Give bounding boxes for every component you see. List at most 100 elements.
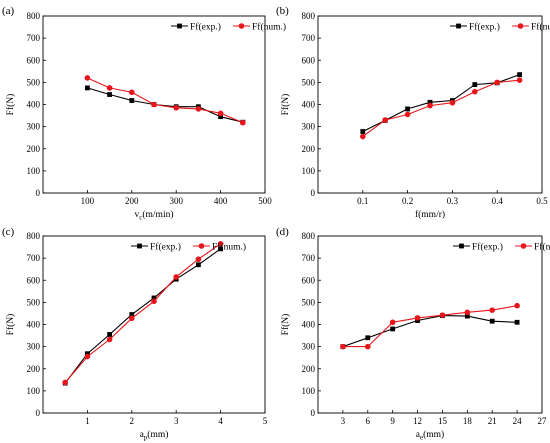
x-tick-label: 4: [218, 416, 223, 426]
legend-marker: [238, 23, 245, 29]
data-point-exp: [464, 313, 470, 319]
data-point-exp: [472, 82, 478, 87]
chart-panel-c: (c) 0 100 200 300 400 500 600 700 800 1 2 3 4 5 Ff(N) ap…: [2, 226, 268, 442]
x-tick-label: 24: [513, 416, 523, 426]
y-tick-label: 200: [27, 364, 41, 374]
plot-frame: [42, 235, 266, 414]
y-tick-label: 300: [302, 122, 316, 132]
x-axis-title-subscript: e: [420, 434, 423, 442]
data-point-exp: [365, 335, 371, 341]
x-axis-title-symbol: v: [135, 210, 140, 220]
legend: Ff(exp.) Ff(num.): [131, 241, 246, 252]
y-tick-label: 300: [27, 122, 41, 132]
data-point-num: [62, 379, 68, 386]
x-tick-label: 0.2: [402, 196, 413, 206]
legend-marker: [456, 23, 461, 29]
x-tick-label: 0.5: [536, 196, 548, 206]
data-point-num: [472, 88, 478, 95]
chart-panel-b: (b) 0 100 200 300 400 500 600 700 800 0.1 0.2 0.3 0.4…: [276, 5, 550, 220]
y-tick-label: 0: [36, 188, 41, 198]
panel-label: (c): [2, 226, 15, 238]
x-axis-title-symbol: a: [140, 430, 145, 440]
y-tick-label: 800: [27, 11, 41, 21]
x-axis-title-unit: (m/min): [142, 209, 173, 220]
data-point-num: [340, 343, 346, 350]
data-point-exp: [196, 262, 201, 268]
x-tick-label: 100: [81, 196, 95, 206]
x-axis-title-symbol: a: [416, 430, 421, 440]
data-point-num: [195, 106, 202, 112]
series-line-exp: [362, 74, 520, 132]
x-axis-title-subscript: p: [144, 434, 148, 442]
legend: Ff(exp.) Ff(num.): [450, 21, 550, 32]
x-tick-label: 300: [169, 196, 183, 206]
y-tick-label: 500: [302, 77, 316, 87]
legend-marker: [198, 243, 205, 249]
data-point-num: [129, 315, 135, 322]
legend-label: Ff(exp.): [469, 21, 500, 32]
plot-frame: [317, 235, 543, 414]
y-tick-label: 100: [302, 386, 316, 396]
legend-label: Ff(exp.): [472, 241, 503, 252]
data-point-exp: [218, 246, 223, 252]
data-point-num: [195, 256, 202, 263]
y-tick-label: 500: [27, 297, 41, 307]
data-point-num: [364, 343, 371, 350]
x-axis-title-subscript: c: [139, 214, 142, 222]
data-point-num: [84, 353, 91, 360]
y-tick-label: 800: [302, 231, 316, 241]
legend-label: Ff(exp.): [150, 241, 181, 252]
y-tick-label: 400: [302, 100, 316, 110]
legend-label: Ff(exp.): [190, 21, 221, 32]
data-point-num: [489, 307, 496, 313]
x-tick-label: 5: [263, 416, 268, 426]
x-tick-label: 21: [488, 416, 497, 426]
data-point-num: [404, 111, 411, 118]
y-tick-label: 200: [27, 144, 41, 154]
data-point-num: [240, 119, 246, 126]
data-point-num: [173, 105, 179, 111]
y-tick-label: 400: [27, 100, 41, 110]
x-tick-label: 6: [366, 416, 371, 426]
data-point-exp: [107, 332, 112, 337]
data-point-exp: [390, 326, 396, 332]
x-axis-title-unit: (mm): [147, 429, 168, 440]
data-point-exp: [85, 85, 90, 91]
data-point-num: [464, 309, 471, 316]
y-tick-label: 100: [27, 386, 41, 396]
x-tick-label: 18: [463, 416, 473, 426]
data-point-num: [414, 315, 421, 321]
x-tick-label: 400: [214, 196, 228, 206]
series-line-num: [87, 77, 244, 124]
data-point-num: [449, 99, 456, 106]
x-axis-title-symbol: f: [415, 209, 419, 220]
y-tick-label: 700: [27, 33, 41, 43]
y-tick-label: 0: [311, 188, 316, 198]
data-point-num: [439, 312, 446, 319]
data-point-num: [151, 298, 157, 305]
y-tick-label: 500: [302, 297, 316, 307]
data-point-exp: [517, 72, 522, 78]
x-axis-title: vc(m/min): [135, 209, 174, 222]
data-point-num: [389, 319, 396, 326]
x-tick-label: 27: [538, 416, 548, 426]
legend-marker: [459, 243, 464, 249]
series-line-num: [362, 79, 520, 138]
legend: Ff(exp.) Ff(num.): [453, 241, 550, 252]
x-tick-label: 12: [413, 416, 422, 426]
chart-panel-a: (a) 0 100 200 300 400 500 600 700 800 100 200 300 400…: [2, 5, 286, 222]
legend: Ff(exp.) Ff(num.): [171, 21, 286, 32]
x-axis-title-unit: (mm/r): [418, 209, 445, 220]
data-point-num: [514, 302, 520, 309]
data-point-num: [106, 85, 113, 91]
data-point-exp: [427, 99, 433, 105]
data-point-num: [494, 79, 501, 86]
data-point-num: [360, 133, 366, 140]
y-tick-label: 0: [36, 408, 41, 418]
x-axis-title: ae(mm): [416, 429, 444, 442]
data-point-num: [84, 75, 91, 81]
x-axis-title: f(mm/r): [415, 209, 445, 220]
x-tick-label: 3: [341, 416, 346, 426]
x-tick-label: 9: [390, 416, 395, 426]
